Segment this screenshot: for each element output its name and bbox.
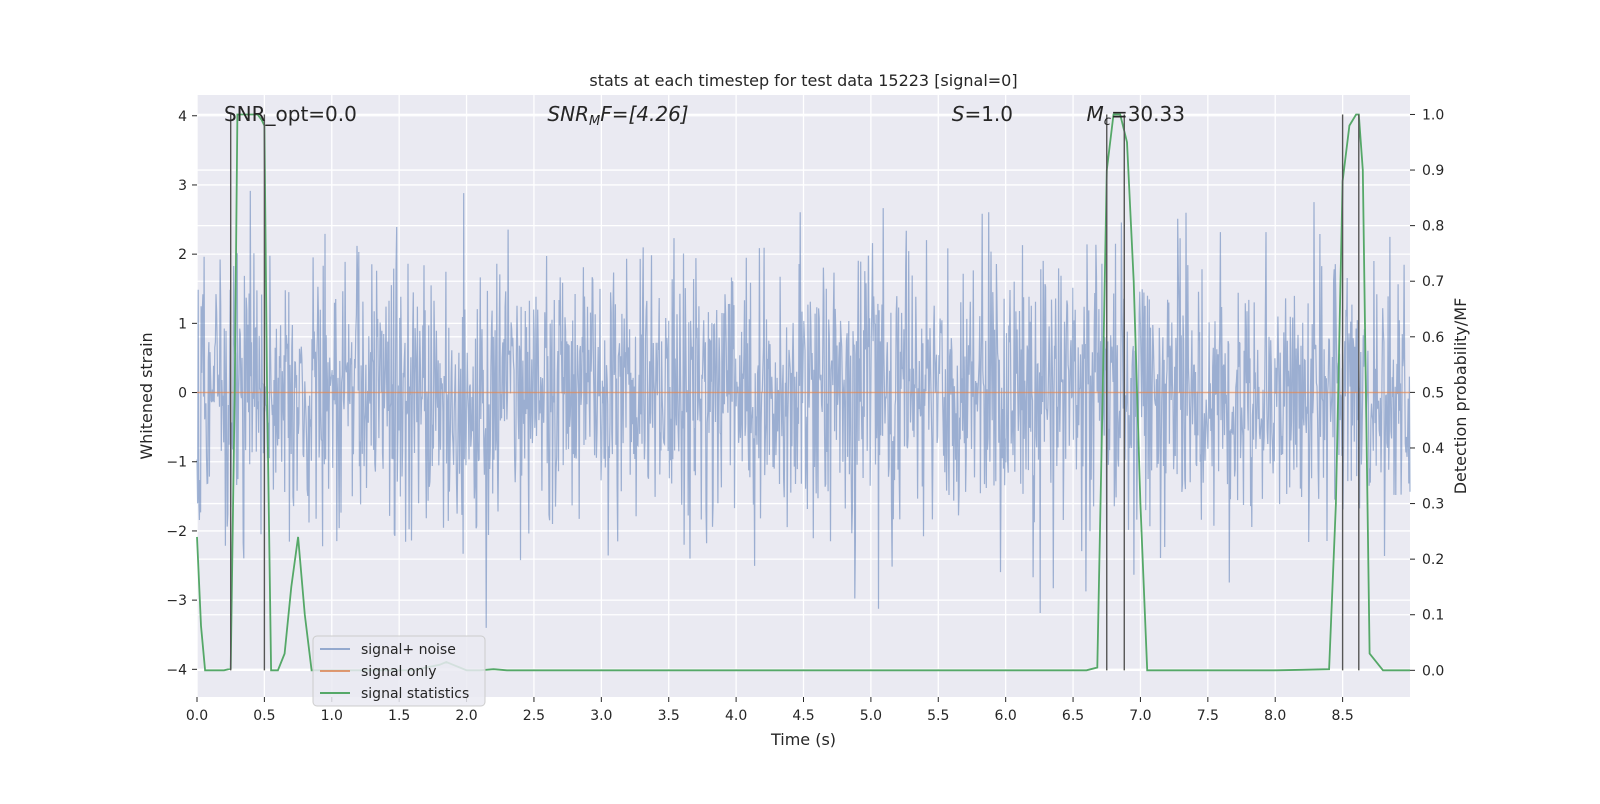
x-tick-label: 3.5 (658, 708, 680, 724)
annotation-main: M (1087, 102, 1104, 126)
y-tick-label: −1 (166, 455, 187, 471)
y2-tick-label: 1.0 (1422, 107, 1444, 123)
y2-tick-label: 0.0 (1422, 663, 1444, 679)
x-tick-label: 1.0 (321, 708, 343, 724)
x-tick-label: 7.0 (1129, 708, 1151, 724)
x-tick-label: 0.0 (186, 708, 208, 724)
x-tick-label: 6.0 (995, 708, 1017, 724)
annotation-main: SNR_opt=0.0 (224, 102, 357, 126)
y-tick-label: −2 (166, 524, 187, 540)
x-tick-label: 0.5 (253, 708, 275, 724)
y2-tick-label: 0.7 (1422, 274, 1444, 290)
x-tick-label: 5.5 (927, 708, 949, 724)
annotation-rest: F=[4.26] (600, 102, 688, 126)
x-axis-label: Time (s) (770, 730, 836, 749)
y2-tick-label: 0.5 (1422, 385, 1444, 401)
y2-axis-ticks: 1.0 0.9 0.8 0.7 0.6 0.5 0.4 0.3 0.2 0.1 0.0 (1410, 107, 1444, 679)
annotation-snr_opt: SNR_opt=0.0 (224, 102, 357, 126)
y-axis-label: Whitened strain (137, 332, 156, 459)
x-tick-label: 7.5 (1197, 708, 1219, 724)
legend-label: signal only (361, 664, 436, 680)
annotation-subscript: M (589, 114, 600, 129)
x-axis-ticks: 0.0 0.5 1.0 1.5 2.0 2.5 3.0 3.5 4.0 4.5 5.0 5.5 6.0 6… (186, 697, 1354, 724)
y-tick-label: 0 (178, 386, 187, 402)
y-axis-ticks: 4 3 2 1 0 −1 −2 −3 −4 (166, 109, 197, 678)
y-tick-label: −4 (166, 662, 187, 678)
annotation-main: S (952, 102, 965, 126)
legend-label: signal statistics (361, 686, 469, 702)
legend-box (312, 635, 486, 707)
y2-tick-label: 0.3 (1422, 497, 1444, 513)
y-tick-label: −3 (166, 593, 187, 609)
noise-line (196, 190, 1411, 628)
annotation-rest: =1.0 (964, 102, 1013, 126)
y-tick-label: 3 (178, 178, 187, 194)
annotation-snr_mf: SNRMF=[4.26] (547, 102, 688, 129)
y2-tick-label: 0.6 (1422, 330, 1444, 346)
x-tick-label: 4.5 (792, 708, 814, 724)
annotation-rest: =30.33 (1111, 102, 1185, 126)
annotation-subscript: c (1104, 114, 1111, 129)
annotations: SNR_opt=0.0 SNRMF=[4.26] S=1.0 Mc=30.33 (224, 102, 1185, 129)
x-tick-label: 1.5 (388, 708, 410, 724)
annotation-mc_val: Mc=30.33 (1087, 102, 1185, 129)
y2-tick-label: 0.4 (1422, 441, 1444, 457)
annotation-s_val: S=1.0 (952, 102, 1013, 126)
y2-tick-label: 0.9 (1422, 163, 1444, 179)
x-tick-label: 8.0 (1264, 708, 1286, 724)
y-tick-label: 2 (178, 247, 187, 263)
x-tick-label: 5.0 (860, 708, 882, 724)
y2-tick-label: 0.8 (1422, 219, 1444, 235)
x-tick-label: 8.5 (1331, 708, 1353, 724)
y-tick-label: 1 (178, 316, 187, 332)
x-tick-label: 6.5 (1062, 708, 1084, 724)
y2-tick-label: 0.2 (1422, 552, 1444, 568)
y2-axis-label: Detection probability/MF (1451, 298, 1470, 495)
x-tick-label: 3.0 (590, 708, 612, 724)
y-tick-label: 4 (178, 109, 187, 125)
x-tick-label: 4.0 (725, 708, 747, 724)
series-signal-plus-noise (196, 190, 1411, 628)
y2-tick-label: 0.1 (1422, 608, 1444, 624)
chart-title: stats at each timestep for test data 152… (589, 71, 1017, 90)
peak-markers (229, 114, 1360, 671)
legend: signal+ noise signal only signal statistic… (312, 635, 486, 707)
x-tick-label: 2.5 (523, 708, 545, 724)
annotation-main: SNR (547, 102, 589, 126)
legend-label: signal+ noise (361, 642, 456, 658)
x-tick-label: 2.0 (455, 708, 477, 724)
